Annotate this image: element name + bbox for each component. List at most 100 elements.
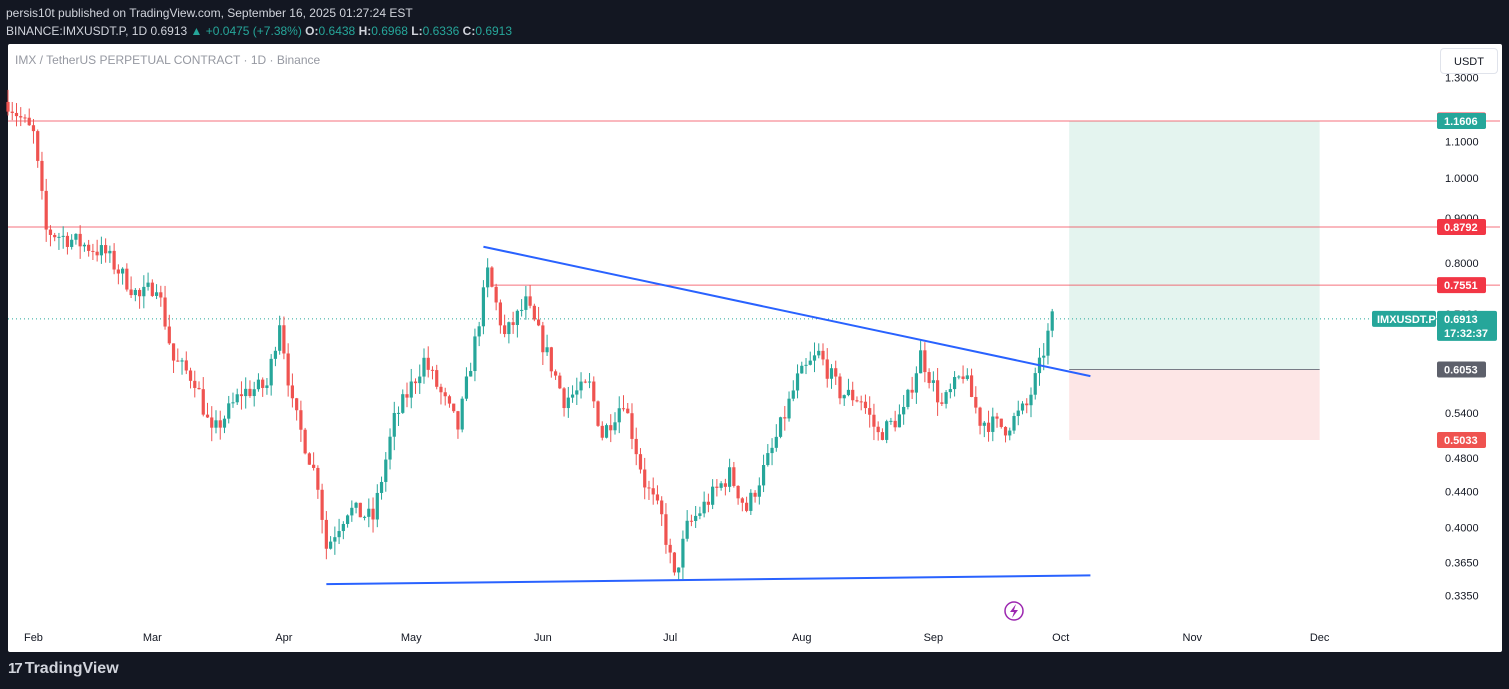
entry-badge-bg <box>1437 361 1486 378</box>
candle <box>1046 330 1050 356</box>
candle <box>800 365 804 374</box>
publish-info: persis10t published on TradingView.com, … <box>6 6 413 20</box>
candle <box>396 412 401 414</box>
candle <box>159 292 163 298</box>
candle <box>252 389 256 397</box>
candle <box>995 416 999 419</box>
x-tick-label: Jun <box>534 632 552 644</box>
candle <box>295 398 299 411</box>
lightning-icon <box>1010 604 1018 618</box>
candle <box>430 369 435 371</box>
candle <box>486 267 490 288</box>
candle <box>902 406 906 415</box>
candle <box>184 360 188 371</box>
candle <box>647 487 651 489</box>
candle <box>218 420 222 428</box>
candle <box>239 394 244 397</box>
candle <box>180 360 184 362</box>
low-value: 0.6336 <box>422 24 460 38</box>
y-tick-label: 0.4400 <box>1445 486 1479 498</box>
candle <box>392 412 396 437</box>
trendline <box>326 574 1091 586</box>
candle <box>957 376 961 378</box>
level-badge: 0.7551 <box>1444 280 1478 292</box>
candle <box>108 250 112 254</box>
candle <box>235 394 239 403</box>
x-tick-label: Jul <box>663 632 677 644</box>
candle <box>40 160 44 191</box>
candle <box>549 347 553 372</box>
candle <box>1008 430 1012 436</box>
candle <box>1003 426 1008 436</box>
candle <box>927 372 931 383</box>
candle <box>490 267 494 287</box>
candle <box>371 508 375 520</box>
candle <box>154 292 159 296</box>
y-tick-label: 0.3650 <box>1445 558 1479 570</box>
candle <box>142 286 146 297</box>
close-label: C: <box>462 24 476 38</box>
price-change: ▲ +0.0475 (+7.38%) <box>190 24 302 38</box>
tradingview-logo[interactable]: 17 TradingView <box>8 660 119 678</box>
candle <box>952 377 957 390</box>
candle <box>494 286 498 303</box>
candle <box>732 467 736 486</box>
candle <box>422 357 426 377</box>
candle <box>685 520 689 539</box>
candle <box>791 390 795 399</box>
candle <box>193 380 197 388</box>
candle <box>1012 416 1016 431</box>
y-tick-label: 0.4800 <box>1445 453 1479 465</box>
candle <box>664 514 668 545</box>
candle <box>889 420 893 422</box>
candle <box>286 353 290 386</box>
candle <box>1050 311 1054 331</box>
ohlc-line: BINANCE:IMXUSDT.P, 1D 0.6913 ▲ +0.0475 (… <box>6 22 512 40</box>
candle <box>770 447 774 454</box>
candle <box>515 310 519 326</box>
candle <box>532 305 536 320</box>
loss-zone <box>1069 369 1320 440</box>
candle <box>329 541 333 549</box>
x-tick-label: Dec <box>1310 632 1330 644</box>
currency-button[interactable]: USDT <box>1440 48 1498 74</box>
x-tick-label: Feb <box>24 632 43 644</box>
candle <box>350 507 354 516</box>
tradingview-mark-icon: 17 <box>8 660 23 677</box>
candle <box>621 408 626 410</box>
candle <box>562 388 566 409</box>
candle <box>503 325 507 335</box>
y-tick-label: 0.4000 <box>1445 523 1479 535</box>
candle <box>256 379 261 390</box>
candle <box>834 368 838 377</box>
candle <box>507 322 511 335</box>
candle <box>626 408 630 414</box>
candle <box>197 387 201 390</box>
candle <box>273 350 278 359</box>
candle <box>689 520 694 522</box>
candle <box>774 436 778 448</box>
candle <box>575 390 579 395</box>
candle <box>893 420 897 428</box>
candle <box>643 469 647 488</box>
candle <box>630 413 634 439</box>
candle <box>906 389 910 407</box>
candle <box>104 245 108 254</box>
open-value: 0.6438 <box>318 24 356 38</box>
x-tick-label: Oct <box>1052 632 1069 644</box>
last-price-badge-bg <box>1437 310 1497 341</box>
level-badge: 0.8792 <box>1444 222 1478 234</box>
candle <box>1042 355 1046 358</box>
low-label: L: <box>411 24 423 38</box>
candle <box>570 394 575 398</box>
candle <box>965 375 969 379</box>
candle <box>566 397 570 409</box>
candle <box>991 416 995 432</box>
trendline <box>483 245 1091 378</box>
candle <box>477 326 481 337</box>
close-value: 0.6913 <box>475 24 513 38</box>
candle <box>282 325 286 354</box>
candle <box>885 421 889 440</box>
candle <box>222 418 227 428</box>
